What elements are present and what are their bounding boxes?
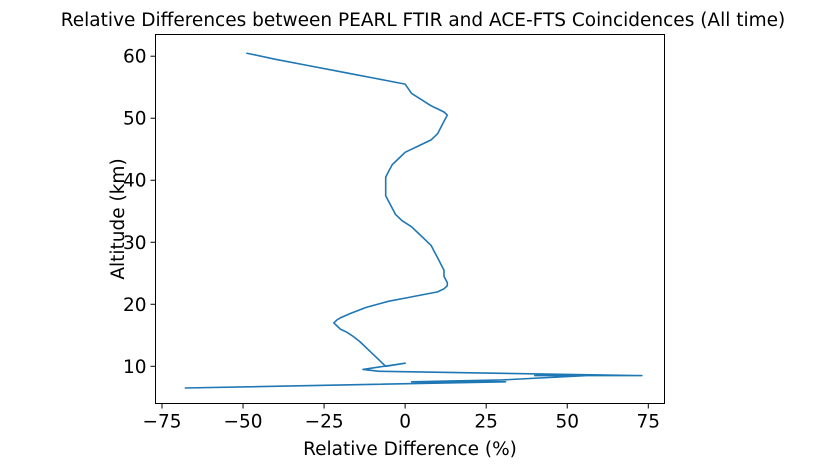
plot-frame — [155, 34, 665, 404]
x-tick-label: 0 — [399, 412, 411, 433]
x-axis-label: Relative Difference (%) — [303, 439, 517, 460]
y-tick-label: 60 — [123, 47, 147, 68]
y-tick-label: 50 — [123, 109, 147, 130]
y-tick-label: 20 — [123, 295, 147, 316]
x-axis-ticks: −75 −50 −25 0 25 50 75 — [142, 403, 661, 433]
y-tick-label: 30 — [123, 233, 147, 254]
x-tick-label: 75 — [637, 412, 661, 433]
y-axis-ticks: 10 20 30 40 50 60 — [123, 47, 156, 378]
x-tick-label: −25 — [305, 412, 344, 433]
y-tick-label: 10 — [123, 357, 147, 378]
y-axis-label: Altitude (km) — [108, 158, 129, 279]
x-tick-label: −50 — [224, 412, 263, 433]
chart-title: Relative Differences between PEARL FTIR … — [61, 10, 786, 31]
x-tick-label: 50 — [555, 412, 579, 433]
x-tick-label: 25 — [474, 412, 498, 433]
x-tick-label: −75 — [142, 412, 181, 433]
series-line — [184, 52, 643, 389]
y-tick-label: 40 — [123, 171, 147, 192]
